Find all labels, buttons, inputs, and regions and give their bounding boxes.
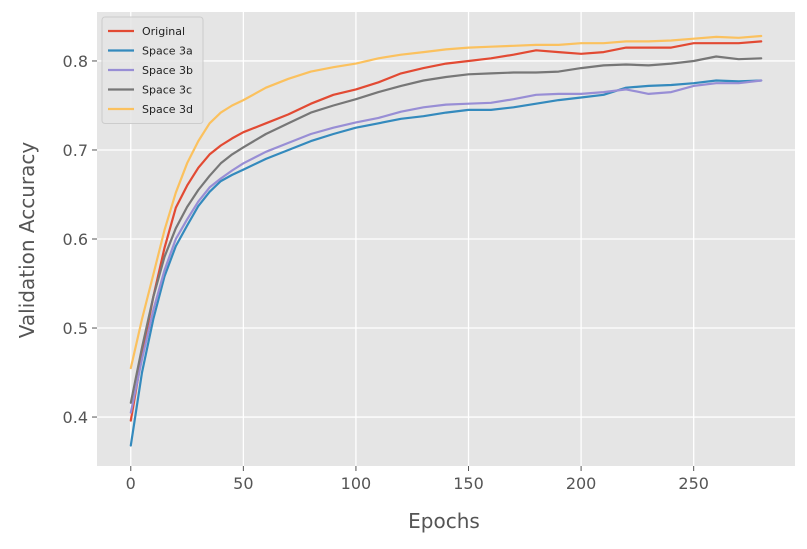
series-line-space-3d — [129, 34, 763, 370]
series-lines — [129, 34, 763, 447]
legend-box — [101, 16, 204, 124]
grid — [97, 12, 795, 466]
y-axis-ticks: 0.4 0.5 0.6 0.7 0.8 — [63, 52, 97, 427]
legend-label: Space 3b — [142, 64, 193, 77]
legend-label: Original — [142, 25, 185, 38]
x-tick-label: 150 — [453, 474, 484, 493]
series-line-space-3c — [129, 55, 763, 404]
series-line-original — [129, 40, 763, 422]
x-tick-label: 100 — [341, 474, 372, 493]
y-tick-label: 0.5 — [63, 319, 88, 338]
x-axis-label: Epochs — [408, 509, 480, 533]
y-tick-label: 0.7 — [63, 141, 88, 160]
x-tick-label: 50 — [233, 474, 253, 493]
legend-label: Space 3d — [142, 103, 193, 116]
y-tick-label: 0.6 — [63, 230, 88, 249]
legend-label: Space 3a — [142, 45, 193, 58]
x-tick-label: 0 — [126, 474, 136, 493]
series-line-space-3b — [129, 79, 763, 414]
series-line-space-3a — [129, 79, 763, 447]
x-tick-label: 200 — [566, 474, 597, 493]
y-tick-label: 0.4 — [63, 408, 88, 427]
legend-label: Space 3c — [142, 84, 192, 97]
y-tick-label: 0.8 — [63, 52, 88, 71]
y-axis-label: Validation Accuracy — [15, 142, 39, 339]
x-axis-ticks: 0 50 100 150 200 250 — [126, 466, 709, 493]
x-tick-label: 250 — [678, 474, 709, 493]
legend: Original Space 3a Space 3b Space 3c Space 3d — [101, 16, 204, 124]
